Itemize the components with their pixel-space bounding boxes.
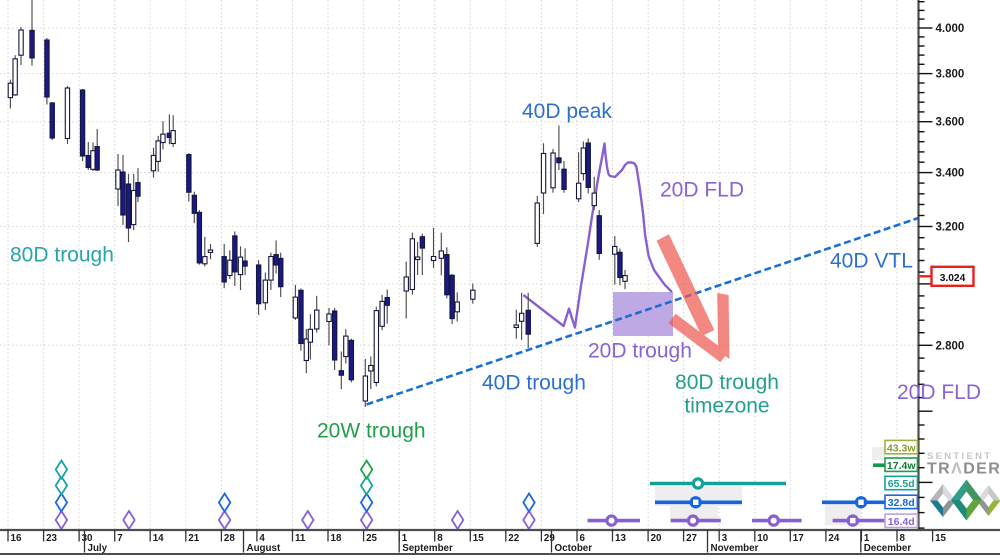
svg-text:December: December xyxy=(864,543,912,554)
svg-text:20D FLD: 20D FLD xyxy=(897,381,981,404)
svg-text:1: 1 xyxy=(402,533,408,544)
svg-text:20: 20 xyxy=(651,533,662,544)
svg-text:23: 23 xyxy=(46,533,57,544)
svg-text:18: 18 xyxy=(331,533,342,544)
svg-text:6: 6 xyxy=(580,533,586,544)
svg-text:21: 21 xyxy=(188,533,199,544)
svg-text:1: 1 xyxy=(864,533,870,544)
svg-text:80D trough: 80D trough xyxy=(10,244,114,267)
svg-text:29: 29 xyxy=(544,533,555,544)
svg-text:17: 17 xyxy=(793,533,804,544)
svg-text:October: October xyxy=(555,543,593,554)
svg-text:TRΛDER: TRΛDER xyxy=(927,461,1000,478)
svg-text:13: 13 xyxy=(615,533,626,544)
svg-text:22: 22 xyxy=(508,533,519,544)
svg-text:July: July xyxy=(88,543,108,554)
svg-text:15: 15 xyxy=(473,533,484,544)
svg-text:15: 15 xyxy=(935,533,946,544)
svg-text:September: September xyxy=(402,543,453,554)
svg-text:16.4d: 16.4d xyxy=(888,516,915,528)
svg-text:4.000: 4.000 xyxy=(936,23,965,35)
svg-text:32.8d: 32.8d xyxy=(888,497,915,509)
svg-text:3.200: 3.200 xyxy=(936,222,965,234)
svg-text:3.800: 3.800 xyxy=(936,69,965,81)
svg-text:SENTIENT: SENTIENT xyxy=(927,451,992,462)
svg-text:40D VTL: 40D VTL xyxy=(830,250,913,273)
svg-text:20D trough: 20D trough xyxy=(588,340,692,363)
svg-text:August: August xyxy=(247,543,281,554)
svg-text:28: 28 xyxy=(224,533,235,544)
svg-text:40D trough: 40D trough xyxy=(482,372,586,395)
svg-text:16: 16 xyxy=(11,533,22,544)
svg-text:30: 30 xyxy=(82,533,93,544)
svg-text:3.024: 3.024 xyxy=(940,273,966,284)
svg-text:80D trough: 80D trough xyxy=(675,371,779,394)
svg-text:8: 8 xyxy=(437,533,443,544)
svg-text:20D FLD: 20D FLD xyxy=(660,179,744,202)
svg-text:8: 8 xyxy=(900,533,906,544)
svg-text:24: 24 xyxy=(828,533,839,544)
svg-text:November: November xyxy=(711,543,759,554)
svg-text:3.400: 3.400 xyxy=(936,168,965,180)
svg-text:40D peak: 40D peak xyxy=(522,100,612,123)
svg-text:14: 14 xyxy=(153,533,164,544)
svg-text:20W trough: 20W trough xyxy=(317,420,426,443)
svg-text:11: 11 xyxy=(295,533,306,544)
svg-text:43.3w: 43.3w xyxy=(887,442,916,454)
svg-text:17.4w: 17.4w xyxy=(887,460,916,472)
svg-text:7: 7 xyxy=(117,533,123,544)
svg-text:2.800: 2.800 xyxy=(936,340,965,352)
svg-text:27: 27 xyxy=(686,533,697,544)
svg-text:10: 10 xyxy=(757,533,768,544)
svg-text:4: 4 xyxy=(259,533,265,544)
svg-text:timezone: timezone xyxy=(684,395,769,418)
svg-text:65.5d: 65.5d xyxy=(888,478,915,490)
svg-text:25: 25 xyxy=(366,533,377,544)
svg-text:3: 3 xyxy=(722,533,728,544)
svg-text:3.600: 3.600 xyxy=(936,117,965,129)
